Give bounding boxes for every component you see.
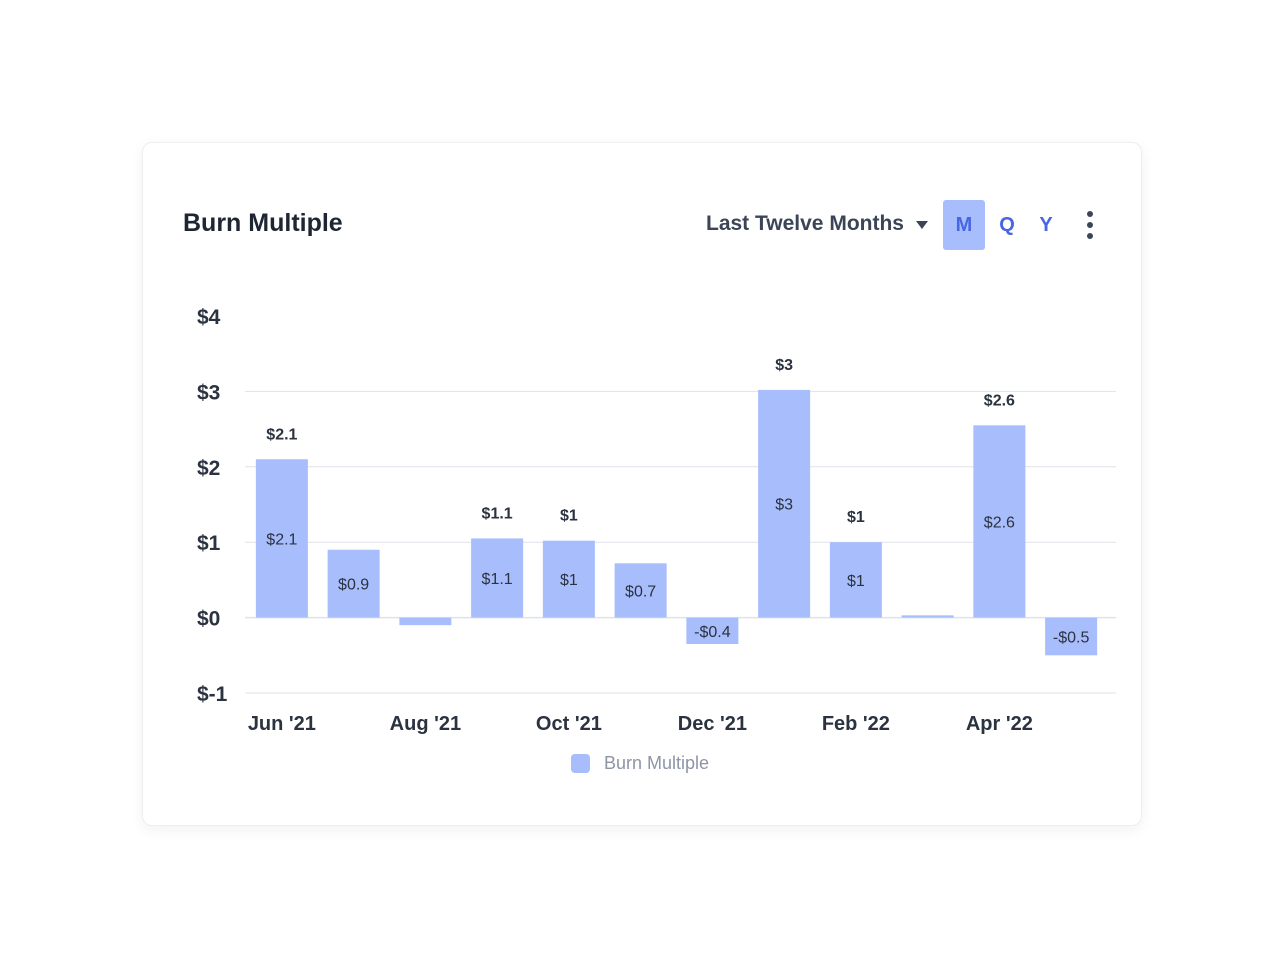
bar-top-label: $3 [775, 357, 793, 374]
burn-multiple-chart: $4 $3 $2 $1 $0 $-1 $2.1 $2.1 $0.9 $1.1 $1.1 $1 $1 $0.… [197, 306, 1116, 735]
bar [829, 542, 882, 618]
period-label: Last Twelve Months [706, 212, 904, 235]
frequency-monthly-button[interactable]: M [943, 200, 985, 250]
frequency-quarterly-button[interactable]: Q [986, 200, 1028, 250]
bar-value-label: -$0.4 [694, 624, 731, 641]
bar-top-label: $2.1 [266, 426, 297, 443]
period-dropdown[interactable]: Last Twelve Months [706, 212, 928, 236]
y-tick-label: $-1 [197, 683, 228, 706]
x-tick-label: Aug '21 [390, 713, 461, 735]
bar [758, 389, 811, 618]
bar [399, 617, 452, 626]
x-tick-label: Feb '22 [822, 713, 890, 735]
y-tick-label: $0 [197, 608, 220, 631]
y-tick-label: $1 [197, 532, 221, 555]
bar-top-label: $1 [560, 508, 578, 525]
bar [542, 540, 595, 618]
y-tick-label: $2 [197, 457, 220, 480]
bar-value-label: $1.1 [482, 571, 513, 588]
bar-value-label: $2.6 [984, 514, 1015, 531]
x-tick-label: Jun '21 [248, 713, 316, 735]
bar [327, 549, 380, 618]
bar-value-label: $1 [847, 573, 865, 590]
y-tick-label: $3 [197, 381, 220, 404]
bar-top-label: $1.1 [482, 505, 513, 522]
x-tick-label: Dec '21 [678, 713, 747, 735]
legend-swatch [571, 754, 590, 773]
bar [255, 459, 308, 618]
bar-value-label: $0.9 [338, 577, 369, 594]
bar-top-label: $2.6 [984, 392, 1015, 409]
caret-down-icon [915, 221, 928, 229]
more-vertical-icon[interactable] [1081, 209, 1099, 241]
bar [901, 615, 954, 618]
x-tick-label: Oct '21 [536, 713, 602, 735]
bar-value-label: $1 [560, 572, 578, 589]
bar-value-label: -$0.5 [1053, 629, 1090, 646]
x-tick-label: Apr '22 [966, 713, 1033, 735]
bar-value-label: $0.7 [625, 583, 656, 600]
burn-multiple-card: Burn Multiple Last Twelve Months M Q Y $… [142, 142, 1142, 826]
bar [471, 538, 524, 618]
y-tick-label: $4 [197, 306, 221, 329]
chart-legend: Burn Multiple [571, 753, 709, 774]
bar [1045, 617, 1098, 656]
bar-value-label: $3 [775, 497, 793, 514]
bar-value-label: $2.1 [266, 531, 297, 548]
bar [614, 563, 667, 618]
bar-top-label: $1 [847, 509, 865, 526]
bar [973, 425, 1026, 618]
card-title: Burn Multiple [183, 209, 343, 237]
legend-label: Burn Multiple [604, 753, 710, 773]
bar [686, 617, 739, 644]
frequency-yearly-button[interactable]: Y [1025, 200, 1067, 250]
